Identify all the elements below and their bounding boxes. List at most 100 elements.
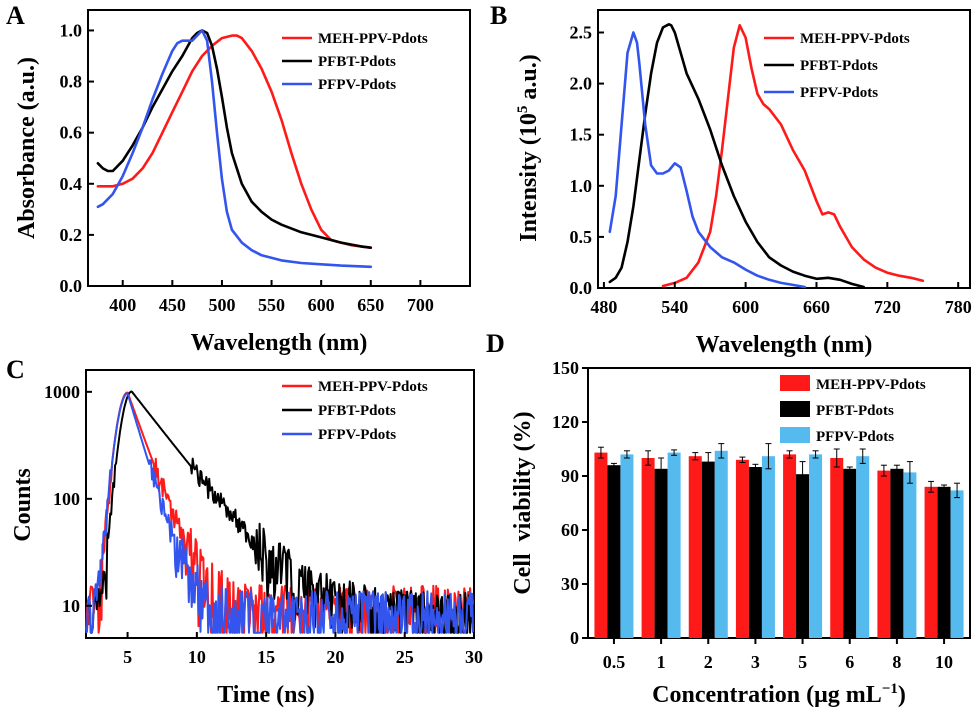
panel-d-error-bar [954,482,961,499]
panel-d-y-tick-label: 30 [561,574,579,594]
panel-a-x-tick-label: 450 [159,295,186,315]
panel-b-y-tick-label: 2.5 [570,22,593,42]
panel-a-x-tick-label: 550 [258,295,285,315]
panel-d-bar [903,472,917,638]
panel-d-x-tick-label: 1 [657,652,666,672]
panel-d-x-title-tail: ) [898,682,906,708]
panel-b-series-pfpv-pdots [608,31,806,289]
panel-d-error-bar [705,452,712,472]
panel-d-error-bar [718,443,725,459]
panel-d-bar [843,468,857,638]
panel-c-legend-pfbt: PFBT-Pdots [318,403,396,419]
panel-a-y-tick-label: 0.4 [60,174,83,194]
panel-a-series-meh-ppv-pdots [96,34,373,249]
panel-b-x-tick-label: 540 [661,297,688,317]
panel-c-x-tick-label: 20 [326,647,344,667]
panel-c-y-tick-label: 1000 [44,382,80,402]
panel-c-x-tick-label: 15 [257,647,275,667]
panel-d-y-tick-label: 0 [570,628,579,648]
panel-a-x-axis-title: Wavelength (nm) [191,330,368,356]
panel-a-letter: A [6,1,25,30]
panel-b-x-tick-label: 480 [590,297,617,317]
panel-c-legend-meh: MEH-PPV-Pdots [318,379,428,395]
panel-d-error-bar [893,464,900,473]
panel-d-legend-swatch-pfpv [780,427,810,443]
panel-d-bar [688,456,702,638]
panel-b-x-axis-title: Wavelength (nm) [696,332,873,358]
panel-a: A 400 450 500 550 600 650 700 0.0 0.2 0.4 0.6 0.8 1.… [6,1,471,356]
panel-a-series-pfbt-pdots [96,29,373,249]
panel-a-legend-pfpv: PFPV-Pdots [318,77,396,93]
panel-d-x-tick-label: 10 [935,652,953,672]
panel-d-y-tick-label: 150 [552,358,579,378]
panel-c-x-tick-label: 5 [123,647,132,667]
panel-a-y-tick-label: 0.2 [60,225,83,245]
panel-d-x-tick-label: 0.5 [603,652,626,672]
panel-b-y-title-main: Intensity (10 [516,113,542,242]
panel-d-error-bar [799,461,806,488]
panel-d-error-bar [752,463,759,471]
panel-d-error-bar [623,450,630,459]
panel-b-y-title-sup: 5 [515,106,531,114]
panel-c-y-tick-label: 10 [62,596,80,616]
panel-b-legend-pfpv: PFPV-Pdots [800,85,878,101]
panel-b-x-tick-label: 720 [874,297,901,317]
panel-d-y-axis-title: Cell viability (%) [510,411,536,594]
panel-a-legend-pfbt: PFBT-Pdots [318,54,396,70]
panel-d-bar [748,467,762,638]
panel-c-legend: MEH-PPV-Pdots PFBT-Pdots PFPV-Pdots [282,379,428,443]
panel-d-bar [607,465,621,638]
panel-a-legend-meh: MEH-PPV-Pdots [318,31,428,47]
panel-d-bar [735,459,749,638]
panel-d-bar [783,454,797,638]
panel-d-bar [877,470,891,638]
panel-d-legend-pfpv: PFPV-Pdots [816,429,894,445]
panel-d-error-bar [833,448,840,468]
panel-d-y-tick-label: 120 [552,412,579,432]
panel-d-bar [937,486,951,638]
panel-d-bar [809,454,823,638]
panel-d-x-title-sup: −1 [882,681,898,697]
panel-d-bar [714,450,728,638]
panel-b-y-tick-label: 2.0 [570,74,593,94]
panel-d-legend-swatch-meh [780,375,810,391]
panel-b-legend-meh: MEH-PPV-Pdots [800,31,910,47]
panel-c-x-tick-label: 10 [188,647,206,667]
panel-d-bar [856,456,870,638]
panel-d-x-title-main: Concentration (μg mL [652,682,882,708]
panel-d-bar [796,474,810,638]
panel-d-error-bar [880,464,887,477]
panel-a-y-tick-label: 1.0 [60,20,83,40]
panel-d-bar [830,458,844,638]
panel-a-y-tick-label: 0.6 [60,123,83,143]
panel-d-bar [701,461,715,638]
panel-d-error-bar [692,452,699,461]
panel-d-x-axis-title: Concentration (μg mL−1) [652,681,906,708]
panel-a-x-tick-label: 600 [308,295,335,315]
panel-b-y-axis-title: Intensity (105 a.u.) [515,54,542,242]
panel-d-bar [950,490,964,638]
panel-d-error-bar [846,466,853,472]
panel-d-letter: D [486,329,505,358]
panel-a-y-tick-label: 0.8 [60,72,83,92]
panel-d-x-tick-label: 2 [704,652,713,672]
panel-b-legend-pfbt: PFBT-Pdots [800,58,878,74]
panel-c-legend-pfpv: PFPV-Pdots [318,427,396,443]
panel-d-legend-pfbt: PFBT-Pdots [816,403,894,419]
panel-c-y-tick-label: 100 [53,489,80,509]
panel-c-series-pfpv-pdots [85,392,474,634]
panel-b-legend: MEH-PPV-Pdots PFBT-Pdots PFPV-Pdots [764,31,910,101]
panel-d-bar [890,468,904,638]
panel-a-x-tick-label: 650 [357,295,384,315]
panel-d-plot-frame [587,367,971,639]
panel-b: B 480 540 600 660 720 780 0.0 0.5 1.0 1.5 2.0 2.5 W… [490,1,972,358]
panel-a-y-axis-title: Absorbance (a.u.) [14,57,40,239]
panel-d-x-tick-label: 6 [845,652,854,672]
panel-d-error-bar [786,450,793,459]
panel-c-y-axis-title: Counts [10,468,36,541]
panel-d-bar [620,454,634,638]
panel-c-x-tick-label: 25 [396,647,414,667]
panel-d-x-tick-label: 3 [751,652,760,672]
panel-d-error-bar [906,461,913,484]
